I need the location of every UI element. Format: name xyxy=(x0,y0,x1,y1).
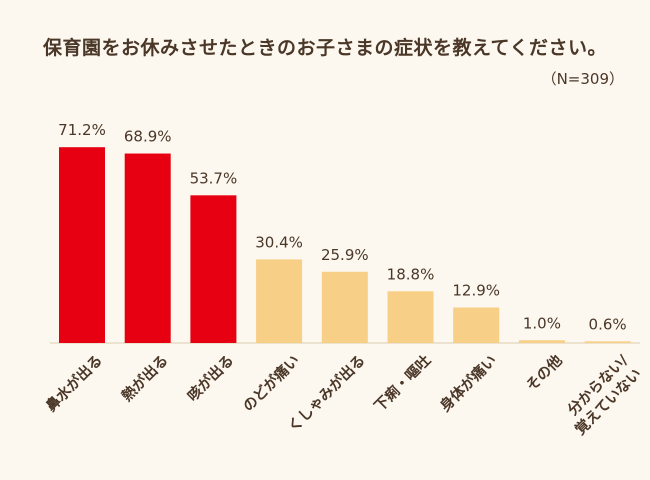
category-label-6: 身体が痛い xyxy=(436,351,500,415)
value-label-0: 71.2% xyxy=(58,121,106,139)
category-label-8: 分からない/覚えていない xyxy=(558,351,645,438)
category-label-0: 鼻水が出る xyxy=(42,351,106,415)
bar-6 xyxy=(453,307,500,343)
value-label-7: 1.0% xyxy=(523,314,561,332)
value-label-4: 25.9% xyxy=(321,246,369,264)
category-label-2: 咳が出る xyxy=(183,351,237,405)
category-label-3: のどが痛い xyxy=(239,351,303,415)
value-label-3: 30.4% xyxy=(255,233,303,251)
value-label-6: 12.9% xyxy=(452,282,500,300)
category-label-5: 下痢・嘔吐 xyxy=(370,351,434,415)
bar-5 xyxy=(387,291,434,343)
sample-size-note: （N=309） xyxy=(541,70,624,88)
category-label-1: 熱が出る xyxy=(118,351,172,405)
chart-title: 保育園をお休みさせたときのお子さまの症状を教えてください。 xyxy=(43,37,607,59)
value-label-5: 18.8% xyxy=(387,265,435,283)
bar-0 xyxy=(59,147,105,343)
value-label-8: 0.6% xyxy=(589,315,627,333)
bar-1 xyxy=(124,153,171,343)
bar-3 xyxy=(256,259,303,343)
value-label-2: 53.7% xyxy=(190,169,238,187)
bar-4 xyxy=(321,271,368,343)
value-label-1: 68.9% xyxy=(124,128,172,146)
bar-7 xyxy=(518,340,565,343)
bar-8 xyxy=(584,341,631,343)
category-label-7: その他 xyxy=(522,351,566,395)
bar-2 xyxy=(190,195,237,343)
